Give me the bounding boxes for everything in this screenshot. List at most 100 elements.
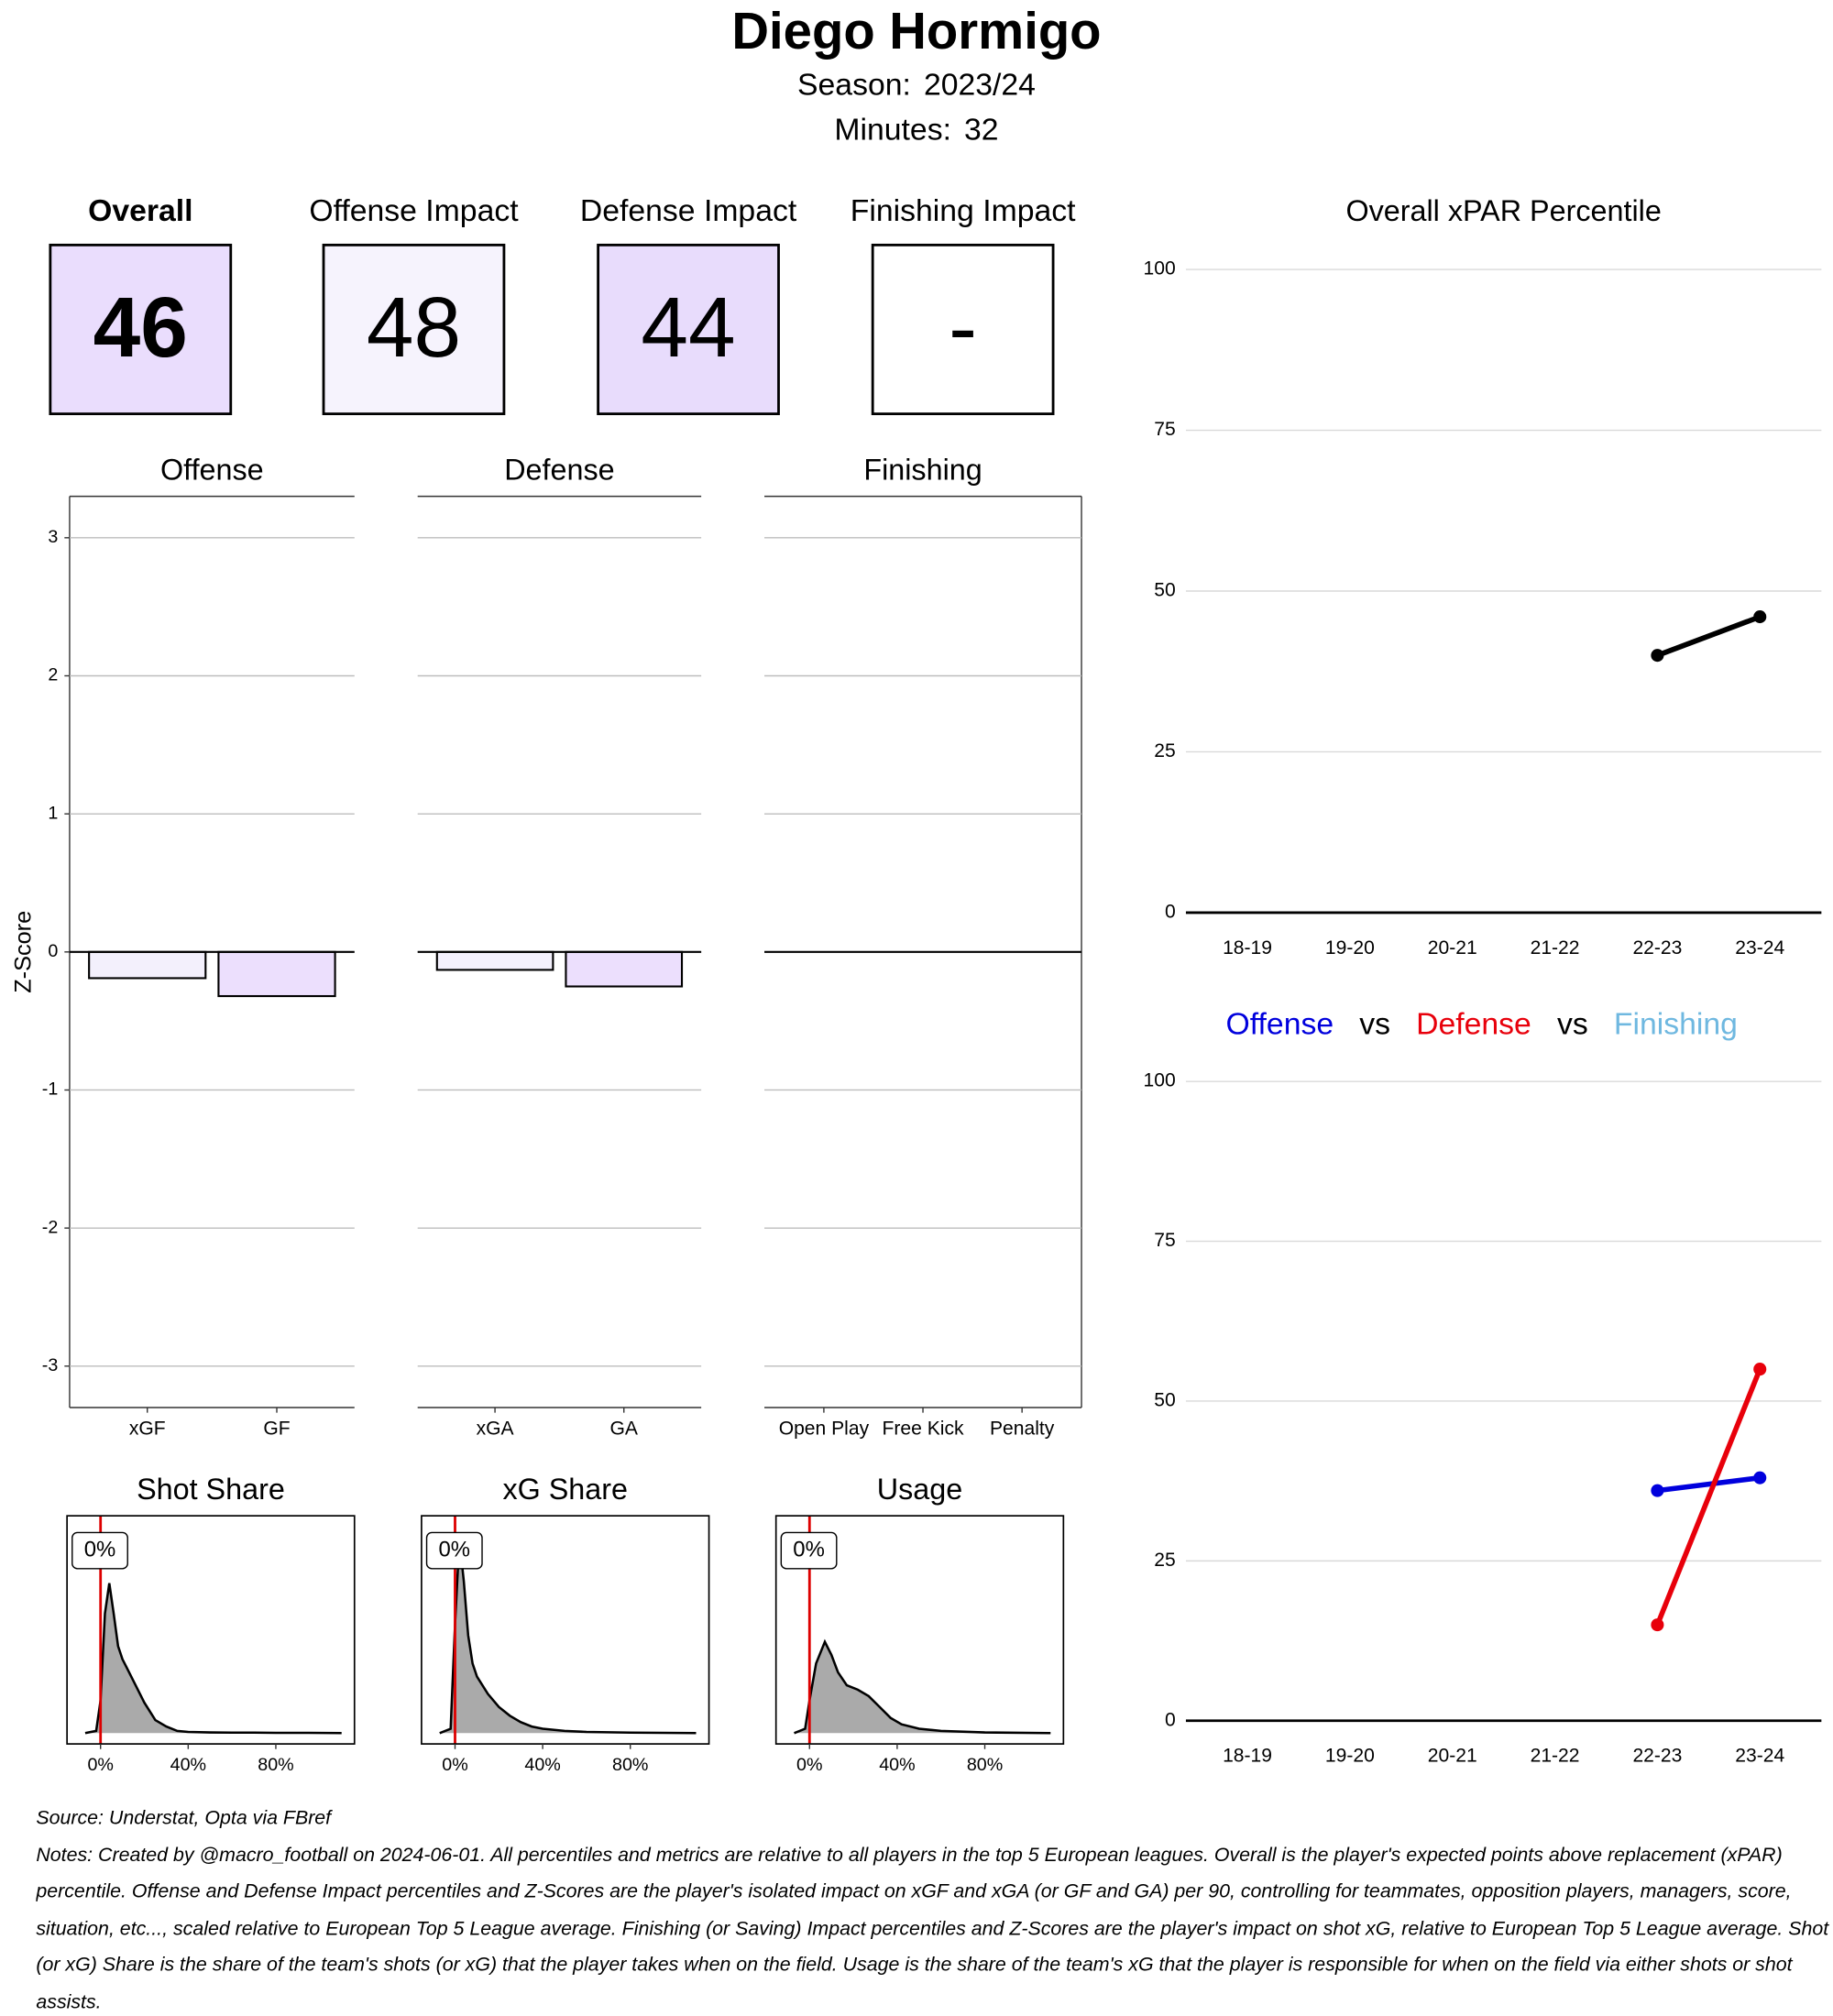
x-tick-label: 23-24 xyxy=(1735,1746,1784,1767)
season: 2023/24 xyxy=(924,67,1036,102)
y-tick-label: 100 xyxy=(1144,1070,1176,1091)
point xyxy=(1753,1363,1767,1376)
x-tick-label: 80% xyxy=(612,1755,648,1775)
x-tick-label: GF xyxy=(263,1418,290,1439)
tile-label: Offense Impact xyxy=(309,193,519,228)
x-tick-label: 80% xyxy=(258,1755,293,1775)
y-tick-label: 75 xyxy=(1154,419,1175,440)
point xyxy=(1651,649,1664,663)
x-tick-label: 18-19 xyxy=(1223,1746,1272,1767)
x-tick-label: xGA xyxy=(477,1418,515,1439)
legend-entry: Defense xyxy=(1416,1007,1531,1042)
minutes-label: Minutes: xyxy=(834,113,951,148)
panel-title: Finishing xyxy=(863,453,982,486)
bar xyxy=(217,950,336,998)
player-label-box xyxy=(425,1531,483,1570)
panel-title: Offense xyxy=(160,453,264,486)
minutes-line: Minutes: 32 xyxy=(834,113,998,148)
line xyxy=(1654,1368,1762,1627)
y-tick-label: 2 xyxy=(48,665,58,685)
footer-text: Source: Understat, Opta via FBref Notes:… xyxy=(36,1801,1830,2016)
y-tick-label: 0 xyxy=(1165,1709,1176,1730)
x-tick-label: GA xyxy=(609,1418,638,1439)
y-axis-label: Z-Score xyxy=(10,911,36,993)
tile-value: 46 xyxy=(93,279,188,375)
point xyxy=(1753,610,1767,624)
legend-separator: vs xyxy=(1557,1007,1588,1042)
legend-entry: Offense xyxy=(1226,1007,1334,1042)
x-tick-label: 20-21 xyxy=(1428,1746,1477,1767)
tile-value: - xyxy=(949,279,977,375)
panel-title: Shot Share xyxy=(137,1473,285,1506)
tile-value: 44 xyxy=(641,279,735,375)
x-tick-label: 0% xyxy=(87,1755,113,1775)
y-tick-label: 1 xyxy=(48,803,58,823)
point xyxy=(1651,1484,1664,1497)
tile-box xyxy=(597,243,780,416)
x-tick-label: 0% xyxy=(796,1755,822,1775)
season-label: Season: xyxy=(797,67,911,102)
x-tick-label: 80% xyxy=(967,1755,1003,1775)
tile-label: Defense Impact xyxy=(580,193,797,228)
line xyxy=(1656,614,1762,658)
tile-box xyxy=(871,243,1055,416)
panel-title: Defense xyxy=(504,453,614,486)
x-tick-label: 0% xyxy=(442,1755,467,1775)
x-tick-label: Penalty xyxy=(990,1418,1055,1439)
season-line: Season: 2023/24 xyxy=(797,67,1036,102)
y-tick-label: -1 xyxy=(42,1079,59,1100)
legend-separator: vs xyxy=(1359,1007,1390,1042)
x-tick-label: 23-24 xyxy=(1735,937,1784,959)
panel-title: Usage xyxy=(877,1473,962,1506)
player-label: 0% xyxy=(793,1537,825,1561)
tile-box xyxy=(322,243,506,416)
footer: Source: Understat, Opta via FBref Notes:… xyxy=(36,1801,1830,2016)
y-tick-label: -3 xyxy=(42,1355,59,1375)
chart-title: Overall xPAR Percentile xyxy=(1345,194,1661,227)
player-label-box xyxy=(71,1531,128,1570)
x-tick-label: 22-23 xyxy=(1632,1746,1682,1767)
bar xyxy=(88,950,207,980)
player-name: Diego Hormigo xyxy=(731,2,1101,60)
density-line xyxy=(794,1638,1051,1735)
point xyxy=(1753,1471,1767,1485)
tile-label: Overall xyxy=(88,193,192,228)
y-tick-label: -2 xyxy=(42,1217,59,1237)
y-tick-label: 25 xyxy=(1154,740,1175,761)
tile-value: 48 xyxy=(367,279,461,375)
panel-frame xyxy=(774,1515,1065,1745)
tile-label: Finishing Impact xyxy=(851,193,1076,228)
x-tick-label: xGF xyxy=(129,1418,166,1439)
y-tick-label: 75 xyxy=(1154,1230,1175,1251)
x-tick-label: 40% xyxy=(879,1755,915,1775)
x-tick-label: Open Play xyxy=(779,1418,870,1439)
density-area xyxy=(439,1539,697,1734)
x-tick-label: 40% xyxy=(170,1755,206,1775)
x-tick-label: 21-22 xyxy=(1531,1746,1580,1767)
bar xyxy=(435,950,554,971)
panel-frame xyxy=(66,1515,356,1745)
minutes: 32 xyxy=(964,113,999,148)
y-tick-label: 50 xyxy=(1154,1390,1175,1411)
point xyxy=(1651,1618,1664,1632)
density-area xyxy=(794,1641,1051,1734)
x-tick-label: 19-20 xyxy=(1325,1746,1375,1767)
panel-title: xG Share xyxy=(502,1473,628,1506)
source: Source: Understat, Opta via FBref xyxy=(36,1807,332,1829)
y-tick-label: 0 xyxy=(48,941,58,961)
y-tick-label: 3 xyxy=(48,527,58,547)
y-tick-label: 50 xyxy=(1154,580,1175,601)
line xyxy=(1657,1474,1761,1494)
player-label: 0% xyxy=(84,1537,116,1561)
legend: Offense vs Defense vs Finishing xyxy=(1226,1007,1738,1042)
panel-frame xyxy=(421,1515,710,1745)
x-tick-label: 21-22 xyxy=(1531,937,1580,959)
notes: Notes: Created by @macro_football on 202… xyxy=(36,1844,1829,2014)
x-tick-label: 20-21 xyxy=(1428,937,1477,959)
player-label-box xyxy=(780,1531,838,1570)
tile-box xyxy=(49,243,233,416)
density-line xyxy=(84,1583,342,1735)
y-tick-label: 25 xyxy=(1154,1550,1175,1571)
